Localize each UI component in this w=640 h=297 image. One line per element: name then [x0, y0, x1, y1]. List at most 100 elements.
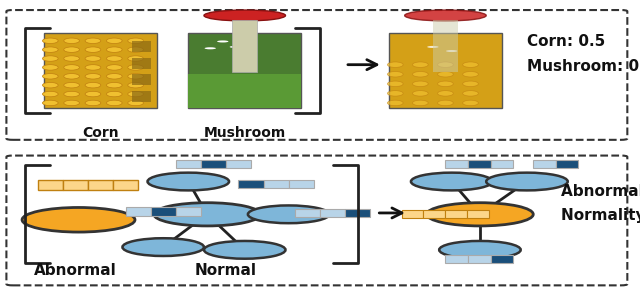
Bar — [188, 74, 301, 108]
Ellipse shape — [64, 47, 79, 52]
Ellipse shape — [42, 47, 58, 52]
Ellipse shape — [438, 62, 453, 67]
Ellipse shape — [106, 83, 122, 88]
Ellipse shape — [438, 91, 453, 96]
Circle shape — [22, 208, 135, 232]
Ellipse shape — [106, 65, 122, 70]
Bar — [113, 180, 138, 190]
Circle shape — [154, 203, 260, 226]
Bar — [132, 42, 150, 52]
Bar — [63, 180, 88, 190]
Text: Corn: 0.5
Mushroom: 0.5: Corn: 0.5 Mushroom: 0.5 — [527, 34, 640, 74]
Ellipse shape — [42, 38, 58, 44]
Text: Abnormal: Abnormal — [34, 263, 116, 278]
Ellipse shape — [404, 10, 486, 21]
Ellipse shape — [446, 50, 458, 52]
Ellipse shape — [106, 38, 122, 44]
Ellipse shape — [64, 65, 79, 70]
Ellipse shape — [64, 38, 79, 44]
Ellipse shape — [85, 47, 100, 52]
Text: Abnormality: 0.25
Normality: 0.75: Abnormality: 0.25 Normality: 0.75 — [561, 184, 640, 223]
Circle shape — [427, 203, 533, 226]
Bar — [132, 58, 150, 69]
Ellipse shape — [128, 38, 143, 44]
Bar — [239, 180, 264, 188]
Ellipse shape — [42, 100, 58, 106]
Ellipse shape — [428, 46, 438, 48]
Ellipse shape — [463, 100, 478, 106]
Circle shape — [439, 241, 521, 259]
Bar — [289, 180, 314, 188]
Bar — [38, 180, 63, 190]
Text: Corn: Corn — [82, 126, 119, 140]
Ellipse shape — [64, 100, 79, 106]
Ellipse shape — [106, 100, 122, 106]
Ellipse shape — [438, 72, 453, 77]
Ellipse shape — [463, 72, 478, 77]
Ellipse shape — [230, 46, 241, 48]
Ellipse shape — [463, 62, 478, 67]
Ellipse shape — [42, 83, 58, 88]
Circle shape — [486, 173, 568, 190]
Ellipse shape — [42, 91, 58, 97]
Bar — [445, 160, 468, 168]
Ellipse shape — [128, 56, 143, 61]
Bar — [188, 33, 301, 108]
Ellipse shape — [106, 47, 122, 52]
Ellipse shape — [128, 83, 143, 88]
Ellipse shape — [438, 81, 453, 86]
Bar — [468, 255, 491, 263]
Ellipse shape — [413, 100, 428, 106]
Ellipse shape — [205, 47, 216, 49]
Ellipse shape — [64, 91, 79, 97]
Circle shape — [411, 173, 493, 190]
Ellipse shape — [85, 38, 100, 44]
Ellipse shape — [64, 74, 79, 79]
Ellipse shape — [413, 72, 428, 77]
Bar — [556, 160, 579, 168]
Bar — [150, 208, 176, 216]
Bar — [132, 91, 150, 102]
Ellipse shape — [128, 65, 143, 70]
Ellipse shape — [387, 81, 403, 86]
Ellipse shape — [387, 91, 403, 96]
Bar — [401, 210, 424, 218]
Ellipse shape — [413, 81, 428, 86]
Text: Normal: Normal — [195, 263, 257, 278]
Ellipse shape — [42, 56, 58, 61]
Bar — [491, 255, 513, 263]
Bar — [295, 209, 320, 217]
Bar — [424, 210, 445, 218]
Bar — [132, 74, 150, 85]
Circle shape — [204, 241, 285, 259]
Circle shape — [248, 206, 330, 223]
Ellipse shape — [42, 65, 58, 70]
Ellipse shape — [128, 74, 143, 79]
Ellipse shape — [463, 91, 478, 96]
Ellipse shape — [413, 91, 428, 96]
Bar — [88, 180, 113, 190]
Bar — [264, 180, 289, 188]
Ellipse shape — [413, 62, 428, 67]
Ellipse shape — [106, 91, 122, 97]
Ellipse shape — [85, 56, 100, 61]
Ellipse shape — [64, 56, 79, 61]
Ellipse shape — [387, 62, 403, 67]
Bar — [491, 160, 513, 168]
Bar — [226, 160, 251, 168]
Bar — [320, 209, 345, 217]
Ellipse shape — [85, 91, 100, 97]
Circle shape — [148, 173, 229, 190]
Ellipse shape — [128, 91, 143, 97]
Ellipse shape — [463, 81, 478, 86]
Bar — [389, 33, 502, 108]
Ellipse shape — [438, 100, 453, 106]
Text: Mushroom: Mushroom — [204, 126, 286, 140]
Ellipse shape — [64, 83, 79, 88]
Ellipse shape — [128, 47, 143, 52]
Ellipse shape — [387, 72, 403, 77]
Ellipse shape — [106, 74, 122, 79]
Circle shape — [122, 238, 204, 256]
Ellipse shape — [128, 100, 143, 106]
Ellipse shape — [217, 40, 228, 42]
